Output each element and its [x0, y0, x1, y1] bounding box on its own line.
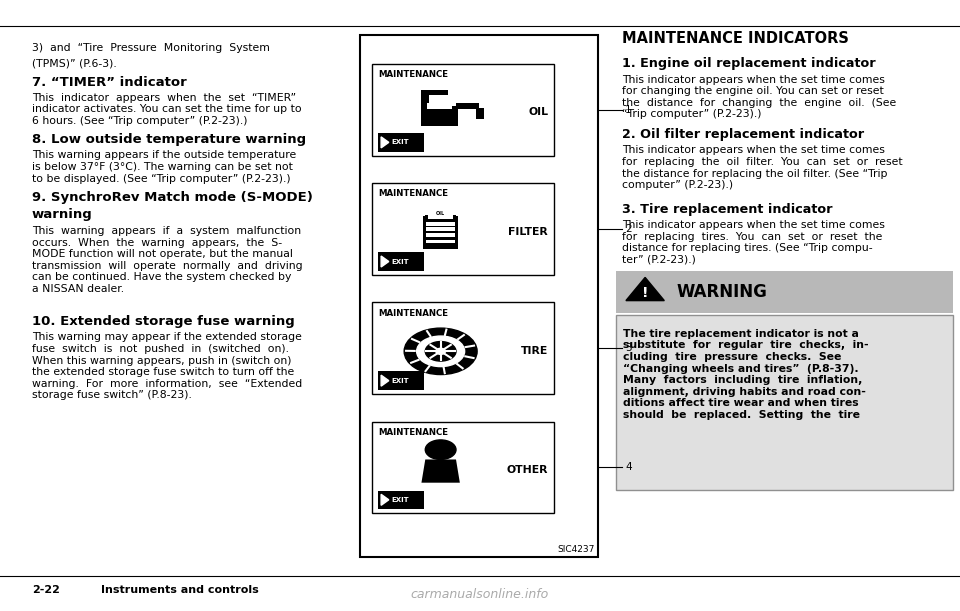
Bar	[360, 35, 598, 557]
Text: This warning may appear if the extended storage
fuse  switch  is  not  pushed  i: This warning may appear if the extended …	[32, 332, 302, 400]
Bar	[372, 64, 554, 156]
Text: MAINTENANCE INDICATORS: MAINTENANCE INDICATORS	[622, 31, 849, 46]
Text: MAINTENANCE: MAINTENANCE	[378, 428, 448, 437]
Bar	[428, 213, 453, 219]
Text: !: !	[642, 287, 648, 300]
Text: (TPMS)” (P.6-3).: (TPMS)” (P.6-3).	[32, 59, 116, 68]
Text: 3)  and  “Tire  Pressure  Monitoring  System: 3) and “Tire Pressure Monitoring System	[32, 43, 270, 53]
Text: The tire replacement indicator is not a
substitute  for  regular  tire  checks, : The tire replacement indicator is not a …	[623, 329, 869, 420]
Bar	[378, 371, 424, 390]
Text: MAINTENANCE: MAINTENANCE	[378, 189, 448, 199]
Circle shape	[425, 342, 456, 361]
Polygon shape	[381, 256, 389, 267]
Text: 1. Engine oil replacement indicator: 1. Engine oil replacement indicator	[622, 57, 876, 70]
Text: 10. Extended storage fuse warning: 10. Extended storage fuse warning	[32, 315, 295, 328]
Bar	[421, 106, 458, 126]
Text: FILTER: FILTER	[509, 227, 548, 236]
Polygon shape	[421, 459, 460, 483]
Text: 9. SynchroRev Match mode (S-MODE): 9. SynchroRev Match mode (S-MODE)	[32, 191, 313, 203]
Circle shape	[425, 440, 456, 459]
Text: This  indicator  appears  when  the  set  “TIMER”
indicator activates. You can s: This indicator appears when the set “TIM…	[32, 93, 301, 126]
Text: This indicator appears when the set time comes
for  replacing  tires.  You  can : This indicator appears when the set time…	[622, 220, 885, 265]
Bar	[425, 215, 456, 222]
Bar	[476, 108, 484, 119]
Bar	[378, 252, 424, 271]
Bar	[616, 315, 953, 490]
Bar	[378, 133, 424, 152]
Bar	[616, 271, 953, 313]
Polygon shape	[381, 494, 389, 505]
Text: This indicator appears when the set time comes
for  replacing  the  oil  filter.: This indicator appears when the set time…	[622, 145, 902, 190]
Bar	[372, 183, 554, 275]
Text: 2. Oil filter replacement indicator: 2. Oil filter replacement indicator	[622, 128, 864, 141]
Text: EXIT: EXIT	[392, 258, 409, 265]
Text: 3: 3	[625, 343, 632, 353]
Text: MAINTENANCE: MAINTENANCE	[378, 309, 448, 318]
Polygon shape	[626, 277, 664, 301]
Bar	[378, 491, 424, 509]
Bar	[372, 302, 554, 394]
Bar	[427, 103, 452, 109]
Text: EXIT: EXIT	[392, 497, 409, 503]
Text: 2-22: 2-22	[32, 585, 60, 595]
Bar	[421, 90, 448, 95]
Bar	[423, 216, 458, 249]
Text: EXIT: EXIT	[392, 139, 409, 145]
Polygon shape	[381, 375, 389, 386]
Circle shape	[417, 336, 465, 367]
Text: SIC4237: SIC4237	[558, 545, 595, 554]
Bar	[372, 422, 554, 513]
Text: MAINTENANCE: MAINTENANCE	[378, 70, 448, 79]
Bar	[426, 233, 455, 237]
Text: OIL: OIL	[436, 211, 445, 216]
Text: OTHER: OTHER	[507, 465, 548, 475]
Text: warning: warning	[32, 208, 92, 221]
Text: 8. Low outside temperature warning: 8. Low outside temperature warning	[32, 133, 306, 146]
Text: TIRE: TIRE	[521, 346, 548, 356]
Text: 2: 2	[625, 224, 632, 234]
Bar	[426, 222, 455, 226]
Text: 3. Tire replacement indicator: 3. Tire replacement indicator	[622, 203, 832, 216]
Bar	[426, 227, 455, 231]
Polygon shape	[381, 137, 389, 148]
Text: 4: 4	[625, 463, 632, 472]
Text: This warning appears if the outside temperature
is below 37°F (3°C). The warning: This warning appears if the outside temp…	[32, 150, 296, 183]
Text: OIL: OIL	[528, 108, 548, 117]
Circle shape	[404, 328, 477, 375]
Circle shape	[436, 348, 445, 354]
Text: Instruments and controls: Instruments and controls	[101, 585, 258, 595]
Text: EXIT: EXIT	[392, 378, 409, 384]
Text: WARNING: WARNING	[677, 283, 768, 301]
Text: This  warning  appears  if  a  system  malfunction
occurs.  When  the  warning  : This warning appears if a system malfunc…	[32, 226, 302, 294]
Bar	[421, 93, 429, 106]
Text: 7. “TIMER” indicator: 7. “TIMER” indicator	[32, 76, 186, 89]
Bar	[456, 103, 479, 109]
Bar	[426, 240, 455, 243]
Text: carmanualsonline.info: carmanualsonline.info	[411, 588, 549, 601]
Text: This indicator appears when the set time comes
for changing the engine oil. You : This indicator appears when the set time…	[622, 75, 897, 119]
Text: 1: 1	[625, 105, 632, 115]
